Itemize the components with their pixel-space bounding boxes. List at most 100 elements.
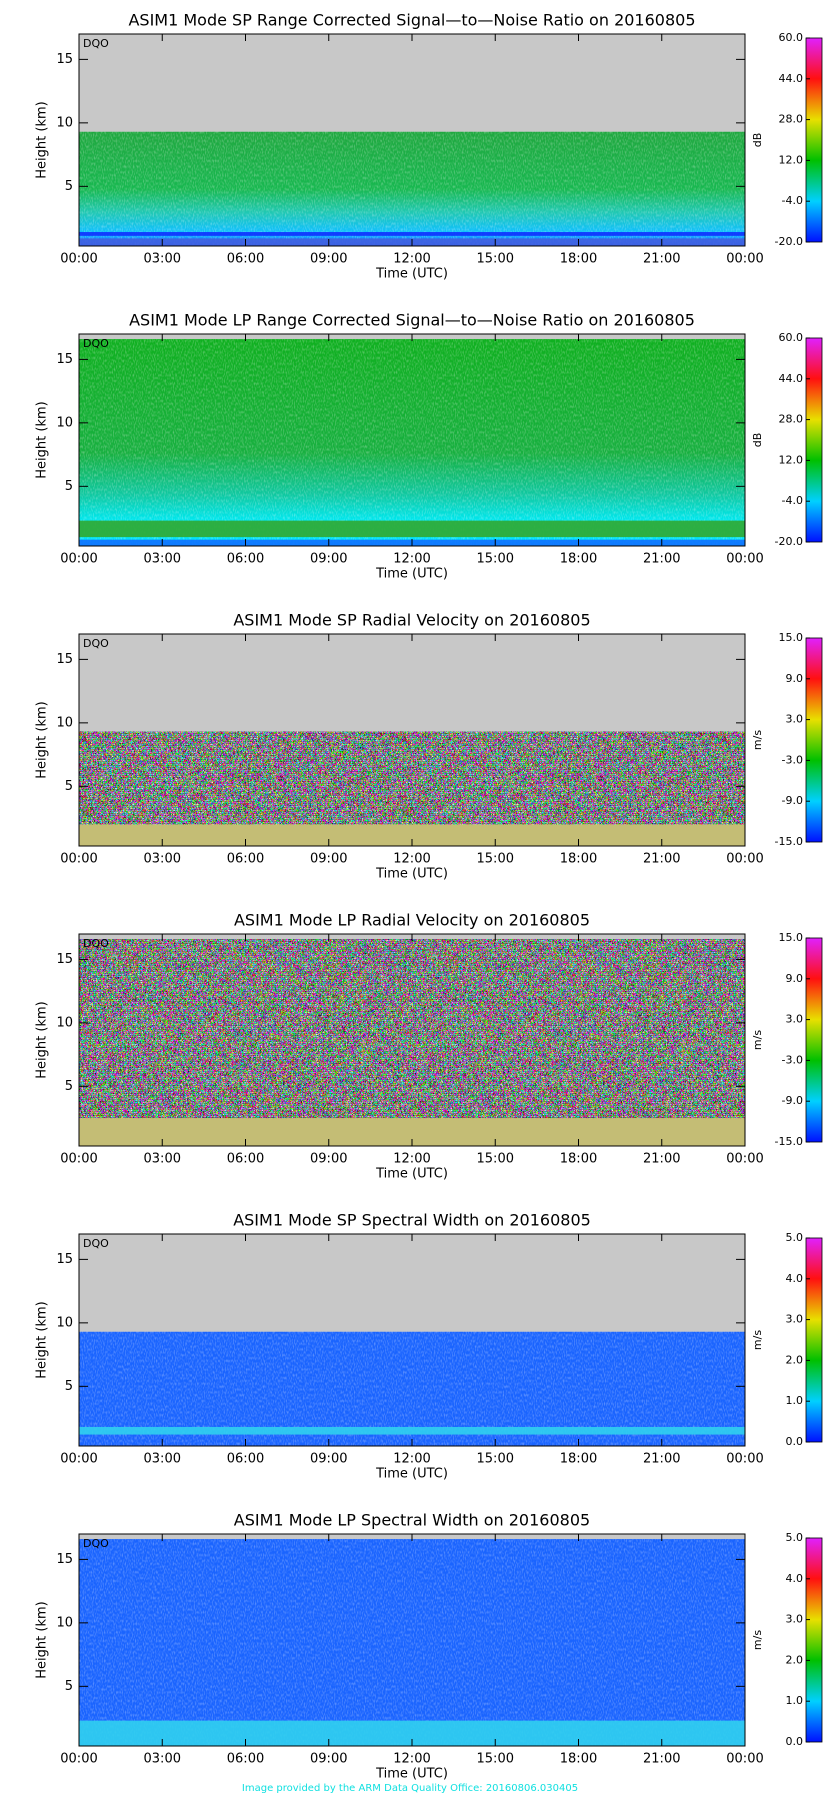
x-tick-label: 18:00 [560, 1752, 597, 1767]
y-axis-label: Height (km) [35, 1301, 50, 1378]
x-tick-label: 21:00 [643, 1152, 680, 1167]
colorbar-label: m/s [751, 1330, 764, 1350]
chart-title: ASIM1 Mode LP Radial Velocity on 2016080… [234, 911, 590, 930]
x-tick-label: 03:00 [144, 1152, 181, 1167]
colorbar-tick-label: 60.0 [779, 331, 804, 344]
colorbar-label: dB [751, 133, 764, 148]
y-tick-label: 10 [56, 415, 73, 430]
y-tick-label: 10 [56, 1315, 73, 1330]
panel: ASIM1 Mode SP Radial Velocity on 2016080… [35, 611, 823, 882]
x-tick-label: 03:00 [144, 1452, 181, 1467]
y-tick-label: 5 [65, 779, 73, 794]
field-texture [79, 731, 745, 825]
annotation: DQO [83, 37, 109, 50]
x-tick-label: 00:00 [60, 552, 97, 567]
chart-title: ASIM1 Mode LP Range Corrected Signal—to—… [129, 311, 695, 330]
colorbar-tick-label: 2.0 [786, 1353, 804, 1366]
panel: ASIM1 Mode LP Range Corrected Signal—to—… [35, 311, 823, 582]
y-tick-label: 10 [56, 715, 73, 730]
x-tick-label: 21:00 [643, 552, 680, 567]
colorbar-tick-label: 44.0 [779, 72, 804, 85]
y-tick-label: 5 [65, 479, 73, 494]
colorbar-tick-label: 12.0 [779, 153, 804, 166]
colorbar-tick-label: -9.0 [782, 1094, 803, 1107]
y-tick-label: 15 [56, 652, 73, 667]
y-axis-label: Height (km) [35, 401, 50, 478]
chart-title: ASIM1 Mode SP Spectral Width on 20160805 [233, 1211, 591, 1230]
colorbar-tick-label: -3.0 [782, 753, 803, 766]
colorbar [805, 937, 823, 1143]
x-tick-label: 12:00 [393, 852, 430, 867]
colorbar-label: m/s [751, 730, 764, 750]
x-tick-label: 15:00 [477, 1452, 514, 1467]
annotation: DQO [83, 637, 109, 650]
x-tick-label: 21:00 [643, 1452, 680, 1467]
x-tick-label: 03:00 [144, 852, 181, 867]
x-tick-label: 00:00 [726, 1152, 763, 1167]
panel: ASIM1 Mode SP Range Corrected Signal—to—… [35, 11, 823, 282]
colorbar-tick-label: 0.0 [786, 1735, 804, 1748]
x-tick-label: 00:00 [60, 252, 97, 267]
colorbar-tick-label: 3.0 [786, 1613, 804, 1626]
x-tick-label: 18:00 [560, 1452, 597, 1467]
x-tick-label: 00:00 [726, 552, 763, 567]
colorbar [805, 637, 823, 843]
y-axis-label: Height (km) [35, 1601, 50, 1678]
x-tick-label: 12:00 [393, 1452, 430, 1467]
x-tick-label: 09:00 [310, 1752, 347, 1767]
panel: ASIM1 Mode SP Spectral Width on 20160805… [35, 1211, 823, 1482]
x-tick-label: 00:00 [726, 852, 763, 867]
chart-title: ASIM1 Mode SP Radial Velocity on 2016080… [233, 611, 590, 630]
colorbar-tick-label: 12.0 [779, 453, 804, 466]
y-tick-label: 15 [56, 52, 73, 67]
annotation: DQO [83, 337, 109, 350]
x-tick-label: 18:00 [560, 552, 597, 567]
y-tick-label: 15 [56, 1252, 73, 1267]
colorbar-label: m/s [751, 1030, 764, 1050]
colorbar-tick-label: 3.0 [786, 1013, 804, 1026]
footer: Image provided by the ARM Data Quality O… [242, 1783, 578, 1794]
x-tick-label: 21:00 [643, 1752, 680, 1767]
colorbar-tick-label: 9.0 [786, 972, 804, 985]
x-tick-label: 12:00 [393, 552, 430, 567]
colorbar-tick-label: 2.0 [786, 1653, 804, 1666]
x-tick-label: 09:00 [310, 552, 347, 567]
colorbar [805, 1537, 823, 1743]
y-tick-label: 15 [56, 352, 73, 367]
x-tick-label: 21:00 [643, 852, 680, 867]
y-tick-label: 5 [65, 1679, 73, 1694]
x-axis-label: Time (UTC) [375, 1767, 448, 1782]
colorbar-tick-label: 3.0 [786, 713, 804, 726]
y-tick-label: 15 [56, 1552, 73, 1567]
x-tick-label: 00:00 [60, 1452, 97, 1467]
x-tick-label: 15:00 [477, 852, 514, 867]
colorbar-tick-label: 5.0 [786, 1531, 804, 1544]
colorbar-tick-label: -20.0 [775, 535, 803, 548]
field-band [79, 1426, 745, 1435]
x-tick-label: 06:00 [227, 1452, 264, 1467]
x-axis-label: Time (UTC) [375, 867, 448, 882]
annotation: DQO [83, 1237, 109, 1250]
colorbar-tick-label: -4.0 [782, 494, 803, 507]
y-axis-label: Height (km) [35, 101, 50, 178]
x-axis-label: Time (UTC) [375, 1467, 448, 1482]
colorbar-tick-label: 9.0 [786, 672, 804, 685]
colorbar-tick-label: 60.0 [779, 31, 804, 44]
annotation: DQO [83, 937, 109, 950]
colorbar-tick-label: 28.0 [779, 413, 804, 426]
x-axis-label: Time (UTC) [375, 1167, 448, 1182]
x-tick-label: 06:00 [227, 252, 264, 267]
colorbar-tick-label: -9.0 [782, 794, 803, 807]
x-tick-label: 09:00 [310, 1152, 347, 1167]
x-tick-label: 06:00 [227, 852, 264, 867]
y-tick-label: 5 [65, 1079, 73, 1094]
field-band [79, 232, 745, 236]
x-tick-label: 18:00 [560, 852, 597, 867]
colorbar-tick-label: -15.0 [775, 835, 803, 848]
colorbar-tick-label: 4.0 [786, 1572, 804, 1585]
field-band [79, 520, 745, 538]
x-tick-label: 00:00 [60, 852, 97, 867]
x-axis-label: Time (UTC) [375, 567, 448, 582]
